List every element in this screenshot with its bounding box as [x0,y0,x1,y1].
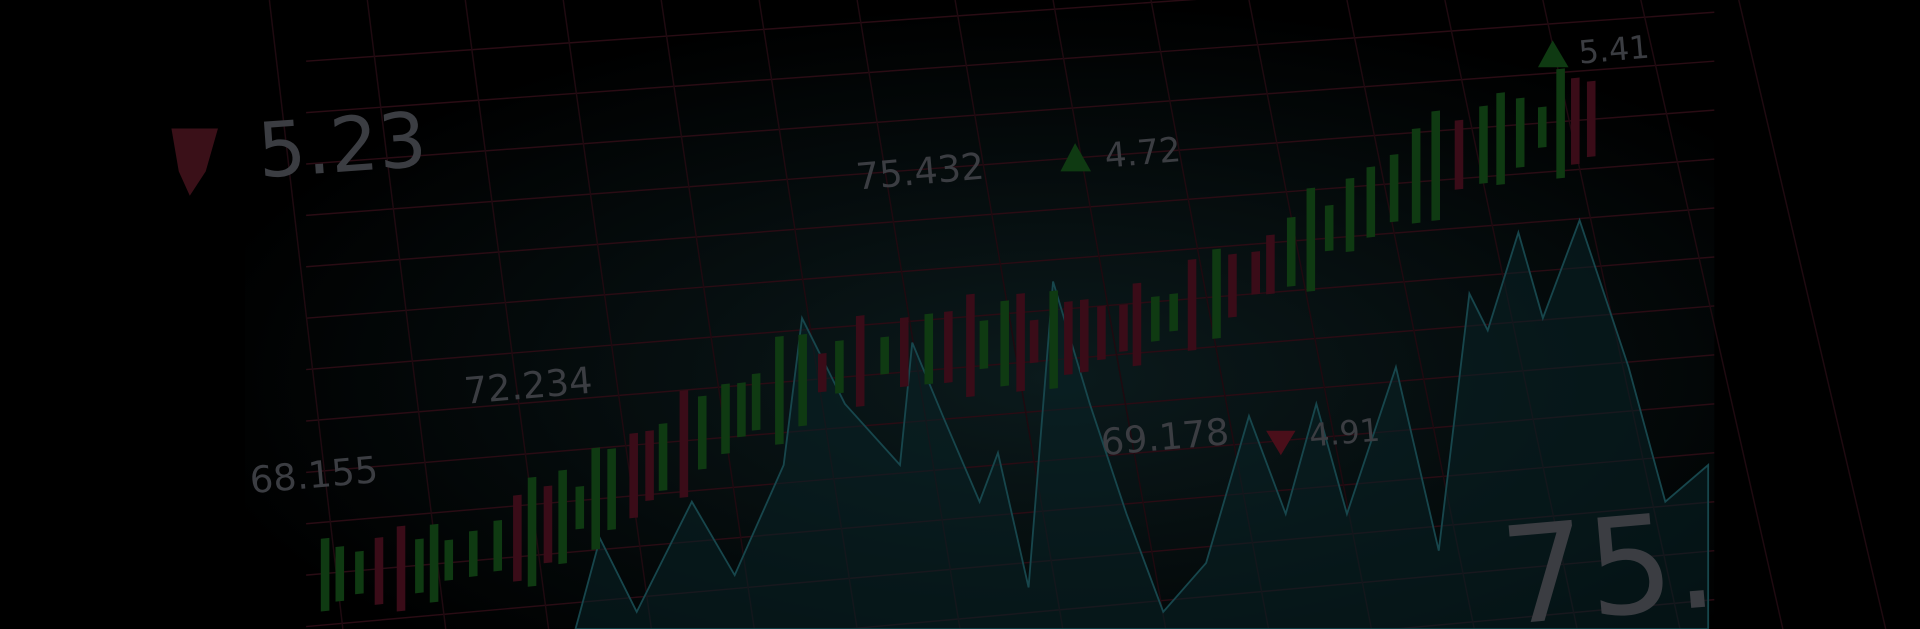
candle [320,537,330,612]
candle [1000,300,1009,387]
candles [320,68,1596,612]
candle [775,336,784,445]
candle [817,352,827,393]
candle [374,537,384,605]
price-label: 75. [1495,481,1722,629]
candle [513,494,522,582]
candle [1556,68,1565,179]
area-line [574,217,1710,629]
price-label: 5.23 [255,96,430,196]
candle [335,546,345,602]
candle [1324,204,1334,252]
candle [1016,293,1025,392]
candle [468,530,478,577]
candle [1029,319,1039,364]
candle [444,539,454,581]
candle [880,336,889,375]
price-label: 5.41 [1577,28,1651,72]
candle [558,469,567,565]
candle [924,313,934,385]
candle [396,525,406,612]
grid-line [306,256,1715,371]
candle [944,311,953,384]
candle [1151,296,1160,342]
candle [1187,259,1197,351]
candle [1345,177,1355,253]
price-label: 4.91 [1308,411,1382,455]
candle [1251,251,1260,295]
candle [1169,293,1178,332]
grid-line [306,60,1715,165]
candle [415,538,424,594]
candle [543,485,553,564]
grid-line [366,0,447,629]
candle [1049,290,1058,390]
candle [835,340,844,394]
candle [966,293,975,398]
grid-line [268,0,344,629]
candle [1286,216,1296,287]
candle [1132,282,1142,367]
grid-line [306,11,1715,114]
grid-line [660,0,756,629]
up-arrow [1537,40,1569,68]
candle [527,476,537,587]
candle [855,315,865,407]
price-label: 4.72 [1103,130,1183,176]
candle [798,333,807,427]
grid-line [306,0,1197,62]
candle [979,320,989,370]
candle [1454,119,1464,190]
candle [1097,305,1106,361]
candle [737,382,746,438]
candle [697,395,707,470]
candle [591,447,601,550]
down-arrow [171,128,218,196]
candle [645,430,654,501]
candle [1537,106,1547,148]
candle [1571,77,1580,165]
down-arrow [1266,430,1296,456]
candle [1515,97,1525,168]
candle [1479,105,1488,184]
candle [1080,299,1089,373]
candle [429,523,439,603]
candle [751,373,761,431]
candle [1306,187,1316,292]
candle [1266,234,1275,295]
candle [1228,253,1237,318]
candle [679,390,689,498]
candle [1064,301,1073,375]
candle [900,317,909,388]
grid-line [562,0,653,629]
candle [493,519,503,572]
candle [1411,128,1421,224]
candle [1119,304,1128,352]
candle [1389,154,1399,223]
candle [629,432,638,519]
candle [1366,166,1376,238]
candle [658,423,668,492]
grid-line [306,207,1715,319]
grid-line [1052,0,1167,629]
candle [1496,92,1505,186]
grid-line [1738,0,1887,629]
candle [1212,248,1221,339]
candle [355,550,364,595]
candle [1431,110,1440,221]
grid-line [1640,0,1784,629]
candle [575,485,585,530]
candle [607,448,616,531]
up-arrow [1060,143,1092,172]
candle [721,383,730,455]
candle [1586,80,1596,158]
